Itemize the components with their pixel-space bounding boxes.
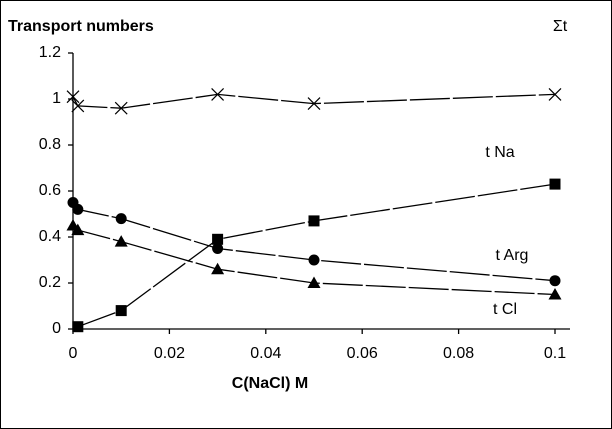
triangle-marker bbox=[114, 235, 128, 247]
cross-marker bbox=[211, 87, 225, 101]
cross-marker bbox=[114, 101, 128, 115]
square-marker bbox=[308, 215, 320, 227]
triangle-marker bbox=[548, 288, 562, 300]
x-tick-label: 0 bbox=[69, 345, 78, 362]
cross-marker bbox=[548, 87, 562, 101]
series-label: t Arg bbox=[496, 247, 529, 264]
circle-marker bbox=[549, 275, 561, 287]
x-tick-label: 0.04 bbox=[250, 345, 281, 362]
circle-marker bbox=[212, 243, 224, 254]
x-tick-label: 0.1 bbox=[544, 345, 566, 362]
series-label: t Na bbox=[485, 144, 514, 161]
cross-marker bbox=[66, 90, 80, 104]
y-tick-label: 0.2 bbox=[39, 274, 61, 291]
triangle-marker bbox=[71, 223, 85, 236]
x-tick-label: 0.02 bbox=[154, 345, 185, 362]
chart-title: Transport numbers bbox=[8, 18, 154, 35]
square-marker bbox=[212, 233, 224, 245]
square-marker bbox=[115, 305, 127, 317]
y-tick-label: 0 bbox=[52, 320, 61, 337]
y-tick-label: 1 bbox=[52, 90, 61, 107]
x-tick-label: 0.08 bbox=[443, 345, 474, 362]
series-label: Σt bbox=[553, 18, 568, 35]
series-label: t Cl bbox=[493, 301, 517, 318]
cross-marker bbox=[71, 99, 85, 113]
y-tick-label: 1.2 bbox=[39, 44, 61, 61]
square-marker bbox=[549, 178, 561, 190]
square-marker bbox=[72, 321, 84, 333]
y-tick-label: 0.6 bbox=[39, 182, 61, 199]
triangle-marker bbox=[307, 276, 321, 288]
y-tick-label: 0.8 bbox=[39, 136, 61, 153]
cross-marker bbox=[307, 97, 321, 111]
x-axis-label: C(NaCl) M bbox=[232, 375, 308, 392]
circle-marker bbox=[308, 254, 320, 266]
triangle-marker bbox=[211, 262, 225, 275]
y-tick-label: 0.4 bbox=[39, 228, 61, 245]
circle-marker bbox=[72, 203, 84, 215]
circle-marker bbox=[115, 213, 127, 225]
x-tick-label: 0.06 bbox=[347, 345, 378, 362]
